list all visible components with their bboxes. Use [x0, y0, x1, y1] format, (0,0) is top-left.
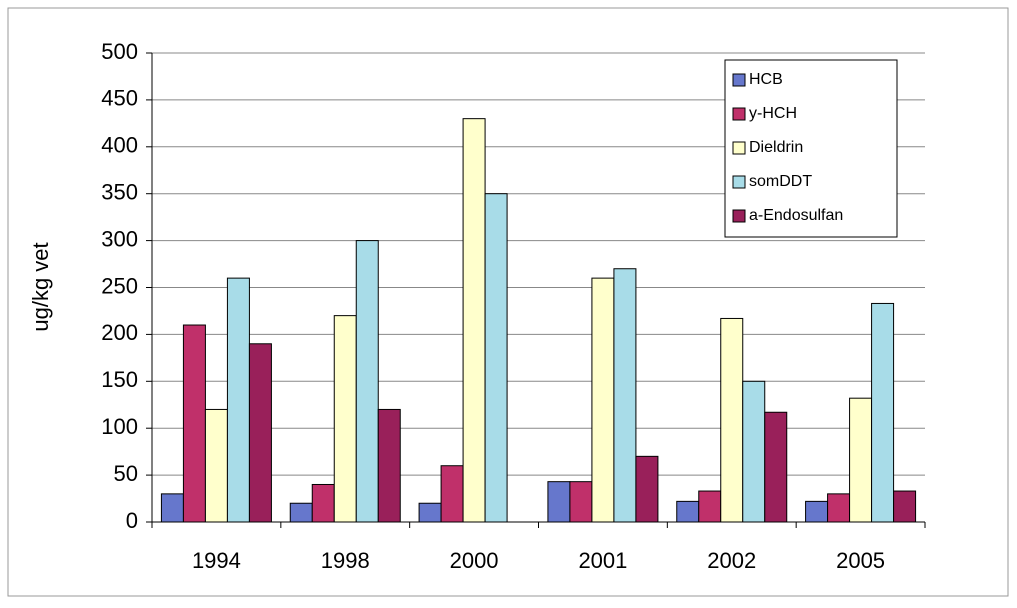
bar [569, 481, 593, 523]
bar [591, 277, 615, 523]
bar [440, 465, 464, 523]
bar [484, 193, 508, 523]
bar [462, 118, 486, 523]
y-tick-label: 300 [101, 226, 138, 251]
bar [547, 481, 571, 523]
legend-label: Dieldrin [749, 139, 803, 156]
bar [871, 302, 895, 523]
y-tick-label: 500 [101, 39, 138, 64]
y-tick-label: 0 [126, 508, 138, 533]
bar [289, 502, 313, 523]
bar [248, 343, 272, 523]
legend-box [724, 59, 898, 238]
x-tick-label: 1994 [192, 548, 241, 573]
y-tick-label: 100 [101, 414, 138, 439]
y-tick-label: 50 [114, 461, 138, 486]
y-tick-label: 350 [101, 180, 138, 205]
y-tick-label: 200 [101, 320, 138, 345]
bar [698, 490, 722, 523]
legend-swatch [732, 141, 746, 155]
bar [613, 268, 637, 523]
legend-swatch [732, 175, 746, 189]
legend-swatch [732, 209, 746, 223]
x-tick-label: 2005 [836, 548, 885, 573]
bar [720, 317, 744, 523]
bar [742, 380, 766, 523]
bar [418, 502, 442, 523]
bar [160, 493, 184, 523]
bar [377, 408, 401, 523]
bar [805, 500, 829, 523]
x-tick-label: 2000 [450, 548, 499, 573]
bar [226, 277, 250, 523]
bar [827, 493, 851, 523]
y-tick-label: 450 [101, 86, 138, 111]
bar [849, 397, 873, 523]
bar [355, 240, 379, 523]
y-axis-label: ug/kg vet [28, 242, 53, 331]
y-tick-label: 250 [101, 273, 138, 298]
bar [204, 408, 228, 523]
bar [182, 324, 206, 523]
x-tick-label: 2001 [578, 548, 627, 573]
x-tick-label: 2002 [707, 548, 756, 573]
legend-label: a-Endosulfan [749, 207, 843, 224]
bar [333, 315, 357, 523]
legend-label: y-HCH [749, 105, 797, 122]
bar [635, 455, 659, 523]
legend-swatch [732, 107, 746, 121]
bar [764, 411, 788, 523]
y-tick-label: 150 [101, 367, 138, 392]
legend-swatch [732, 73, 746, 87]
bar [311, 483, 335, 523]
bar [676, 500, 700, 523]
legend-label: somDDT [749, 173, 812, 190]
bar [893, 490, 917, 523]
legend-label: HCB [749, 71, 783, 88]
y-tick-label: 400 [101, 133, 138, 158]
x-tick-label: 1998 [321, 548, 370, 573]
